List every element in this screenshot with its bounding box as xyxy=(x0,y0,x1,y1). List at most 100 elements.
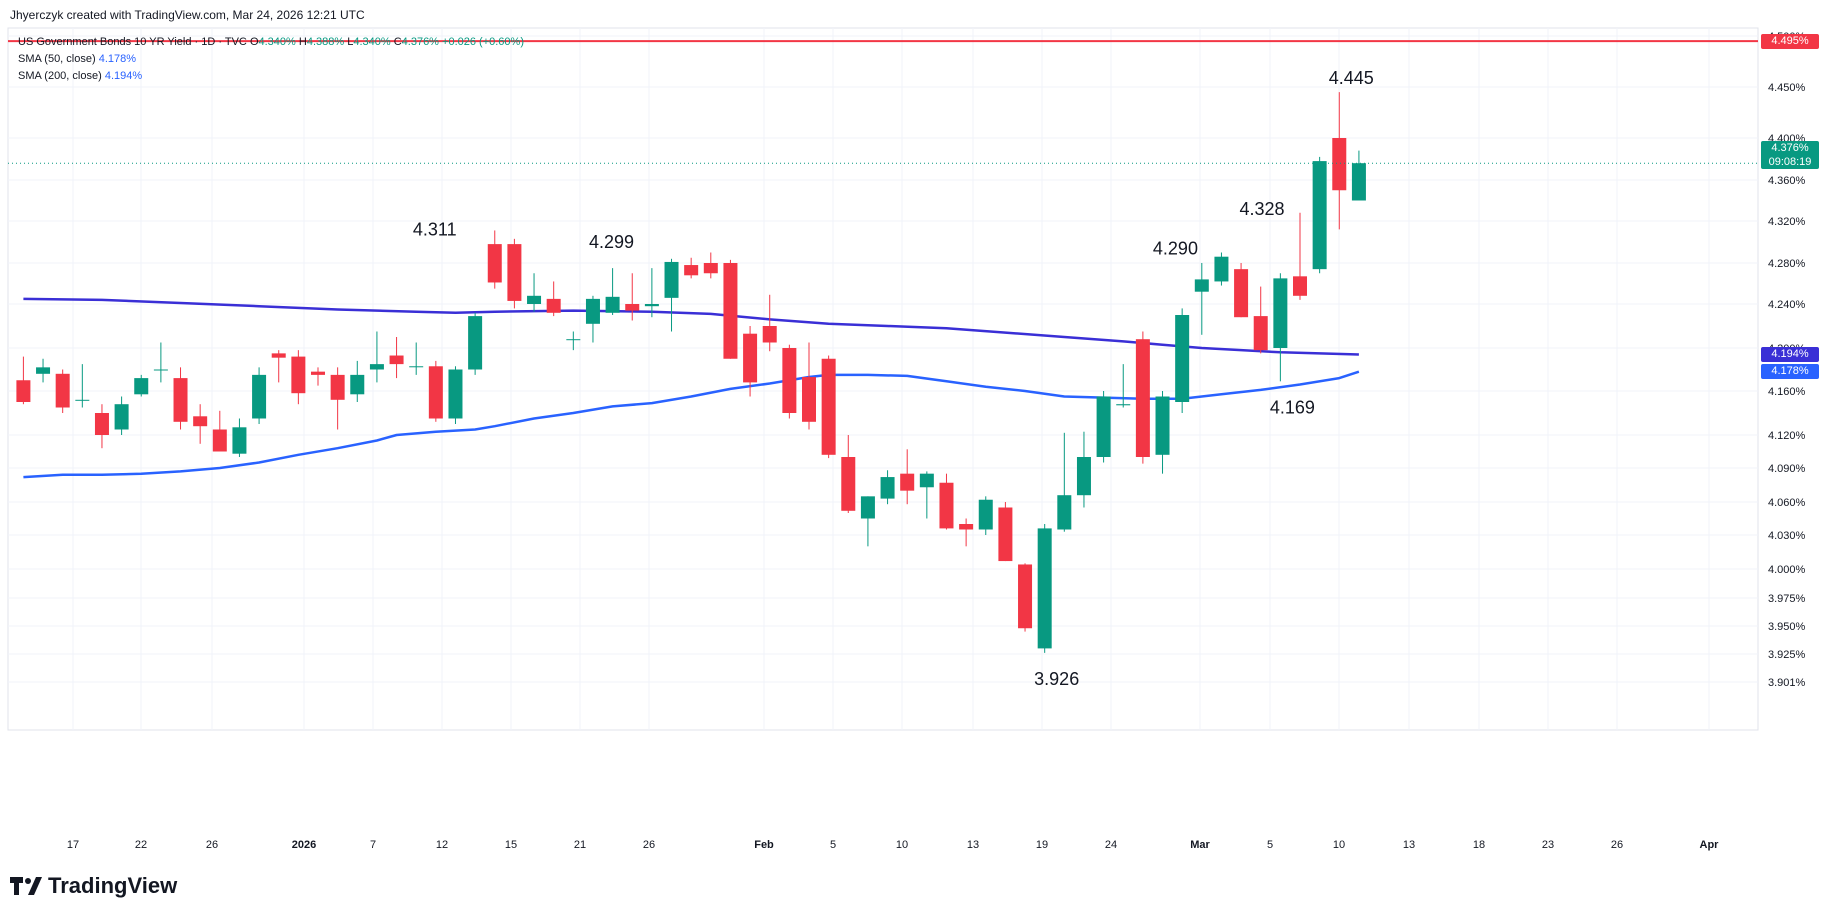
candle xyxy=(860,496,875,547)
grid-lines xyxy=(8,28,1758,730)
price-annotation: 4.299 xyxy=(589,232,634,252)
plot-area xyxy=(7,27,1759,731)
legend-high: 4.388% xyxy=(306,36,345,48)
annotations-layer: 4.311 4.299 4.290 4.328 4.445 3.926 4.169 xyxy=(413,68,1374,689)
candle xyxy=(585,295,600,343)
candle xyxy=(1253,286,1268,354)
candle-body xyxy=(919,473,934,488)
candle xyxy=(625,273,640,321)
x-tick-label: 26 xyxy=(643,839,655,851)
candle-body xyxy=(1234,269,1249,318)
candle-body xyxy=(1293,276,1307,296)
candle xyxy=(448,366,463,424)
candle-body xyxy=(703,263,718,274)
x-tick-label: 24 xyxy=(1105,839,1117,851)
y-tick-label: 4.280% xyxy=(1768,258,1806,270)
price-annotation: 4.445 xyxy=(1329,68,1374,88)
candle-body xyxy=(821,358,836,455)
candle xyxy=(232,418,247,457)
candle xyxy=(409,342,424,375)
candle xyxy=(1351,150,1366,201)
candle-body xyxy=(723,263,738,359)
y-tick-label: 3.975% xyxy=(1768,593,1806,605)
price-annotation: 4.328 xyxy=(1239,199,1284,219)
candle xyxy=(919,471,934,519)
tradingview-brand[interactable]: TradingView xyxy=(10,873,177,899)
candle-body xyxy=(743,333,758,383)
candle-body xyxy=(311,371,325,375)
legend-high-label: H xyxy=(298,36,307,48)
x-tick-label: 13 xyxy=(967,839,979,851)
candle-body xyxy=(252,374,267,419)
candle-body xyxy=(75,399,90,401)
candle xyxy=(36,358,51,383)
candle xyxy=(1057,432,1072,532)
candle xyxy=(1116,364,1131,408)
y-tick-label: 4.160% xyxy=(1768,386,1806,398)
price-annotation: 4.290 xyxy=(1153,239,1198,259)
candle xyxy=(1175,308,1190,413)
y-tick-label: 4.060% xyxy=(1768,497,1806,509)
legend-sma200-row[interactable]: SMA (200, close) 4.194% xyxy=(18,68,524,85)
legend-open: 4.340% xyxy=(258,36,296,48)
candle xyxy=(959,518,974,547)
candle xyxy=(291,350,306,405)
candle xyxy=(566,331,581,351)
candle-body xyxy=(1057,495,1072,530)
candle xyxy=(114,396,129,435)
candle xyxy=(271,350,286,383)
candle-body xyxy=(802,377,816,422)
x-tick-label: 17 xyxy=(67,839,79,851)
x-tick-label: 26 xyxy=(1611,839,1623,851)
candle-body xyxy=(409,366,424,368)
candle-body xyxy=(428,366,443,419)
candle xyxy=(841,435,856,513)
candle xyxy=(153,342,168,383)
candle xyxy=(389,337,404,379)
candle-body xyxy=(114,404,129,430)
candle-body xyxy=(16,380,31,402)
candle-body xyxy=(644,304,659,307)
candle-body xyxy=(232,427,247,454)
candle xyxy=(546,281,561,317)
y-tick-label: 3.901% xyxy=(1768,677,1806,689)
candle-body xyxy=(1155,396,1170,455)
candle xyxy=(16,356,31,405)
candle-body xyxy=(153,369,168,371)
chart-legend: US Government Bonds 10 YR Yield · 1D · T… xyxy=(18,34,524,85)
y-tick-label: 4.120% xyxy=(1768,430,1806,442)
legend-sma200-value: 4.194% xyxy=(104,70,143,82)
candle xyxy=(703,252,718,279)
candle xyxy=(252,367,267,424)
candle xyxy=(487,230,502,289)
candles-layer xyxy=(16,92,1366,653)
candle-body xyxy=(939,482,954,529)
price-lines-layer xyxy=(8,40,1758,164)
candle-body xyxy=(448,369,463,419)
x-tick-label: 10 xyxy=(1333,839,1345,851)
candle xyxy=(330,367,345,430)
x-tick-label: Apr xyxy=(1700,839,1720,851)
candle xyxy=(1234,263,1249,318)
x-tick-label: 15 xyxy=(505,839,517,851)
candle xyxy=(1194,263,1209,335)
candle-body xyxy=(1135,339,1150,457)
candle-body xyxy=(94,413,109,435)
candle-body xyxy=(36,367,51,374)
legend-sma50-row[interactable]: SMA (50, close) 4.178% xyxy=(18,51,524,68)
candle-body xyxy=(959,524,974,530)
sma200-price-badge: 4.194% xyxy=(1761,346,1819,362)
candle-body xyxy=(684,265,699,276)
candle xyxy=(1096,391,1111,463)
candle xyxy=(1018,563,1033,632)
x-tick-label: 7 xyxy=(370,839,376,851)
candle xyxy=(527,273,542,312)
x-tick-label: Mar xyxy=(1190,839,1210,851)
price-chart[interactable]: 4.311 4.299 4.290 4.328 4.445 3.926 4.169 3.90… xyxy=(0,0,1835,860)
candle xyxy=(664,258,679,332)
candle-body xyxy=(605,296,620,313)
candle-body xyxy=(193,416,208,427)
y-tick-label: 4.090% xyxy=(1768,463,1806,475)
candle-body xyxy=(369,364,384,370)
candle xyxy=(743,326,758,397)
